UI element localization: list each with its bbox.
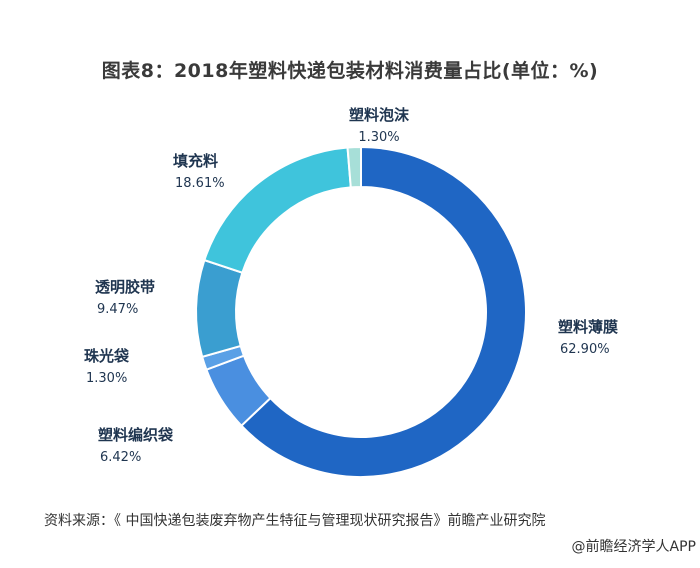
slice-label-1: 塑料编织袋 [98,426,174,444]
slice-3 [195,258,244,359]
slices-group [195,145,527,478]
slice-value-4: 18.61% [175,176,225,191]
slice-value-1: 6.42% [100,450,141,465]
chart-title: 图表8：2018年塑料快递包装材料消费量占比(单位：%) [101,60,599,82]
slice-label-3: 透明胶带 [95,278,155,296]
slice-label-2: 珠光袋 [84,347,130,365]
credit-text: @前瞻经济学人APP [571,539,696,555]
slice-4 [203,146,352,274]
slice-value-2: 1.30% [86,371,127,386]
slice-label-0: 塑料薄膜 [558,318,618,336]
labels-group: 塑料薄膜 62.90% 塑料编织袋 6.42% 珠光袋 1.30% 透明胶带 9.47% 填充料… [84,106,618,465]
slice-5 [346,145,362,189]
slice-0 [240,145,527,478]
slice-label-5: 塑料泡沫 [349,106,410,124]
slice-value-5: 1.30% [358,130,399,145]
slice-value-3: 9.47% [97,302,138,317]
slice-value-0: 62.90% [560,342,610,357]
slice-label-4: 填充料 [173,152,218,170]
source-note: 资料来源：《 中国快递包装废弃物产生特征与管理现状研究报告》前瞻产业研究院 [44,513,546,529]
